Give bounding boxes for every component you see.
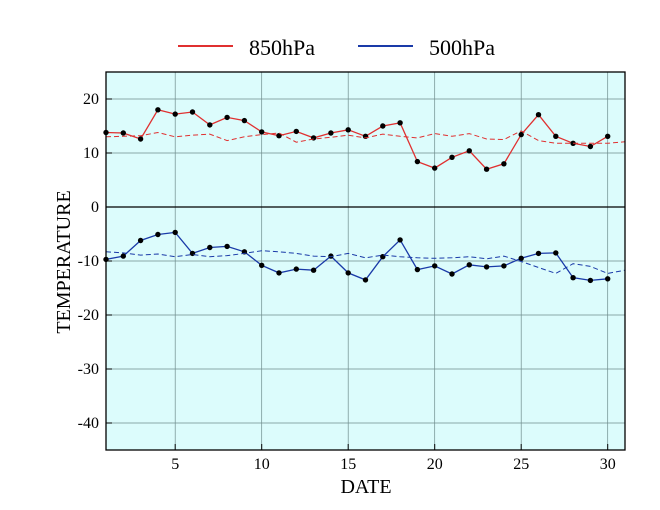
data-point (189, 250, 196, 257)
series-line-2 (105, 231, 608, 282)
data-point (345, 270, 351, 276)
data-point (414, 158, 421, 165)
data-point (501, 161, 507, 167)
x-tick-label: 30 (600, 456, 616, 473)
data-point (501, 263, 507, 269)
x-axis-title: DATE (340, 476, 391, 498)
data-point (328, 253, 334, 259)
data-point (483, 166, 490, 172)
data-point (276, 133, 282, 139)
data-point (518, 131, 524, 138)
y-tick-label: 10 (83, 145, 99, 162)
data-point (172, 229, 178, 236)
data-point (328, 130, 334, 136)
data-point (553, 133, 559, 139)
data-point (518, 255, 524, 261)
data-point (432, 263, 438, 269)
data-point (535, 250, 542, 257)
data-point (553, 250, 559, 256)
series-layer (103, 107, 626, 284)
y-tick-label: -40 (78, 415, 99, 432)
data-point (397, 120, 403, 126)
data-point (155, 107, 161, 113)
data-point (362, 277, 369, 283)
data-point (241, 117, 248, 124)
data-point (535, 112, 542, 118)
data-point (224, 243, 230, 250)
data-point (397, 237, 403, 243)
x-tick-label: 25 (513, 456, 529, 473)
data-point (570, 275, 576, 281)
data-point (466, 262, 472, 268)
data-point (259, 129, 265, 135)
y-tick-label: -10 (78, 253, 99, 270)
data-point (155, 231, 161, 238)
data-point (483, 264, 490, 270)
series-line-1-dashed (105, 130, 626, 144)
legend-label-500hpa: 500hPa (429, 35, 495, 60)
data-point (224, 114, 230, 121)
data-point (137, 237, 144, 244)
data-point (345, 127, 351, 133)
data-point (432, 165, 438, 171)
data-point (466, 148, 472, 154)
data-point (137, 136, 144, 142)
data-point (172, 111, 178, 117)
y-tick-label: -20 (78, 307, 99, 324)
data-point (189, 109, 196, 115)
y-tick-label: -30 (78, 361, 99, 378)
data-point (207, 244, 213, 251)
data-point (449, 154, 455, 160)
data-point (293, 128, 299, 135)
data-point (310, 267, 317, 273)
data-point (259, 262, 265, 268)
y-axis-title: TEMPERATURE (53, 190, 75, 333)
data-point (380, 123, 386, 129)
x-tick-label: 15 (340, 456, 356, 473)
x-tick-label: 5 (171, 456, 179, 473)
data-point (449, 271, 455, 277)
legend: 850hPa 500hPa (178, 35, 495, 60)
data-point (605, 276, 611, 282)
data-point (605, 133, 611, 139)
data-point (414, 266, 421, 273)
data-point (207, 122, 213, 128)
series-line-0 (105, 109, 609, 170)
data-point (120, 130, 127, 136)
data-point (587, 277, 594, 284)
legend-label-850hpa: 850hPa (249, 35, 315, 60)
y-tick-label: 0 (91, 199, 99, 216)
ticks: 5 10 15 20 25 30 20 10 0 -10 -20 -30 -40 (78, 91, 616, 473)
data-point (276, 270, 282, 276)
data-point (587, 143, 594, 150)
y-tick-label: 20 (83, 91, 99, 108)
x-tick-label: 20 (427, 456, 443, 473)
data-point (293, 266, 299, 272)
data-point (120, 253, 127, 259)
x-tick-label: 10 (254, 456, 270, 473)
